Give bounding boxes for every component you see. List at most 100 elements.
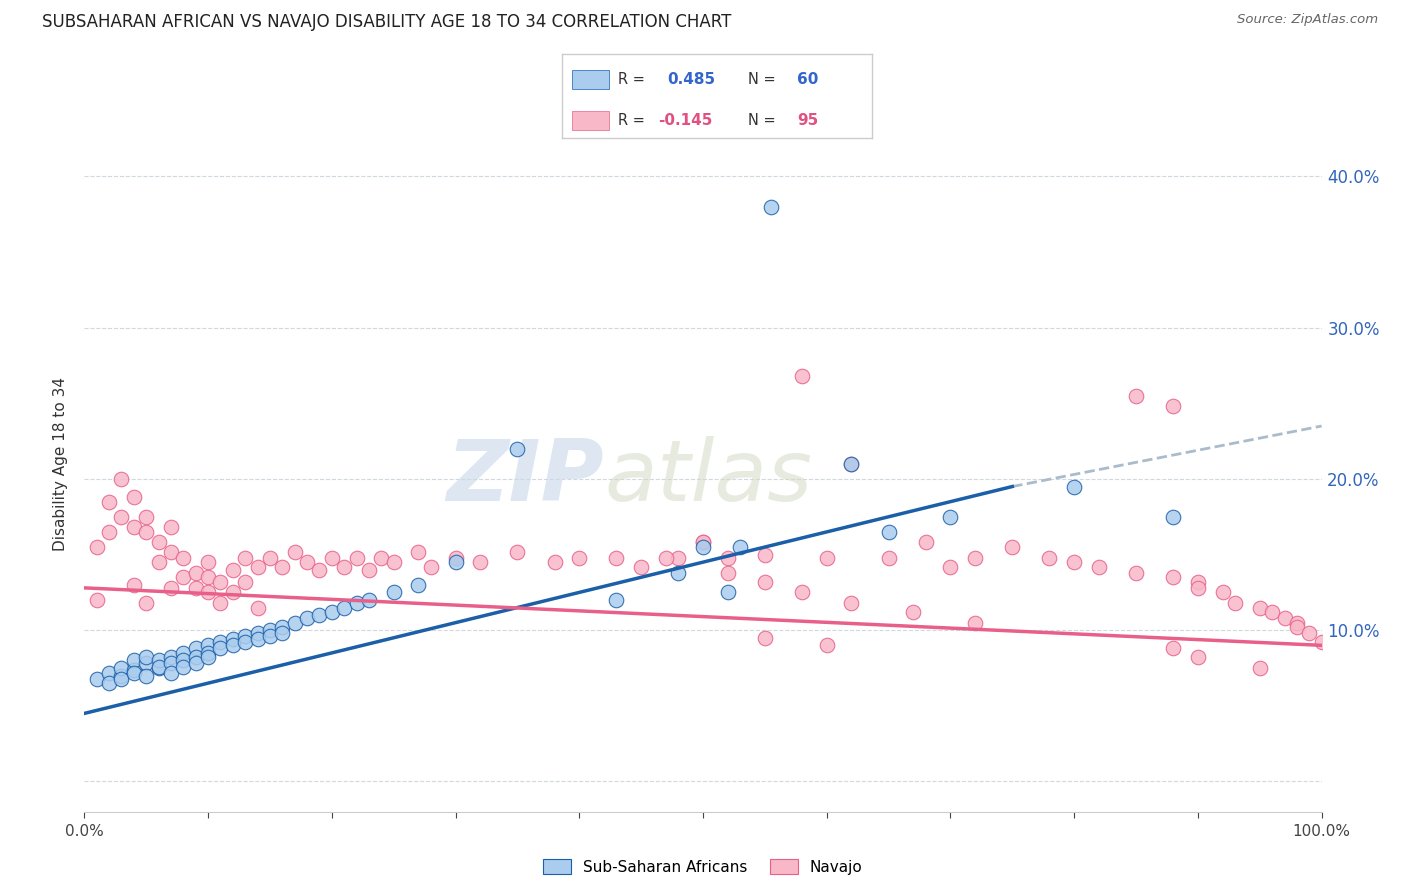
Point bbox=[160, 650, 183, 665]
Point bbox=[506, 442, 529, 456]
Point bbox=[271, 559, 294, 574]
Point bbox=[1187, 650, 1209, 665]
Point bbox=[110, 672, 132, 686]
Y-axis label: Disability Age 18 to 34: Disability Age 18 to 34 bbox=[53, 376, 69, 551]
Point bbox=[692, 535, 714, 549]
Point bbox=[184, 566, 207, 580]
Point bbox=[160, 581, 183, 595]
Text: 60: 60 bbox=[797, 72, 818, 87]
Text: R =: R = bbox=[619, 72, 650, 87]
Point bbox=[122, 665, 145, 680]
Point bbox=[382, 585, 405, 599]
Point bbox=[408, 578, 430, 592]
Point bbox=[135, 657, 157, 671]
Point bbox=[197, 555, 219, 569]
Point bbox=[1310, 635, 1333, 649]
Point bbox=[110, 668, 132, 682]
Point bbox=[148, 535, 170, 549]
Point bbox=[233, 550, 256, 565]
Point bbox=[1212, 585, 1234, 599]
Point bbox=[939, 509, 962, 524]
Point bbox=[1125, 566, 1147, 580]
Point bbox=[1001, 540, 1024, 554]
Point bbox=[717, 585, 740, 599]
Point bbox=[197, 650, 219, 665]
Point bbox=[1063, 555, 1085, 569]
Point bbox=[160, 520, 183, 534]
Text: N =: N = bbox=[748, 113, 780, 128]
Bar bbox=[572, 112, 609, 130]
Point bbox=[568, 550, 591, 565]
Point bbox=[754, 574, 776, 589]
Point bbox=[110, 509, 132, 524]
Text: Source: ZipAtlas.com: Source: ZipAtlas.com bbox=[1237, 13, 1378, 27]
Point bbox=[197, 585, 219, 599]
Point bbox=[728, 540, 751, 554]
Point bbox=[135, 509, 157, 524]
Point bbox=[148, 653, 170, 667]
Point bbox=[284, 615, 307, 630]
Point bbox=[1285, 620, 1308, 634]
Point bbox=[172, 550, 194, 565]
Point bbox=[86, 540, 108, 554]
Text: 0.485: 0.485 bbox=[668, 72, 716, 87]
Point bbox=[172, 570, 194, 584]
Point bbox=[259, 550, 281, 565]
Point bbox=[209, 596, 232, 610]
Point bbox=[148, 659, 170, 673]
Point bbox=[184, 641, 207, 656]
Point bbox=[759, 200, 782, 214]
Point bbox=[233, 574, 256, 589]
Point bbox=[98, 494, 121, 508]
Point bbox=[444, 555, 467, 569]
Point bbox=[197, 638, 219, 652]
Point bbox=[222, 632, 245, 647]
Point bbox=[222, 585, 245, 599]
Point bbox=[877, 550, 900, 565]
Point bbox=[1038, 550, 1060, 565]
Text: 95: 95 bbox=[797, 113, 818, 128]
Point bbox=[470, 555, 492, 569]
Point bbox=[903, 605, 925, 619]
Point bbox=[172, 659, 194, 673]
Point bbox=[197, 646, 219, 660]
Point bbox=[605, 550, 627, 565]
Legend: Sub-Saharan Africans, Navajo: Sub-Saharan Africans, Navajo bbox=[537, 853, 869, 880]
Point bbox=[1063, 479, 1085, 493]
Point bbox=[1285, 615, 1308, 630]
Point bbox=[790, 585, 813, 599]
Point bbox=[321, 605, 343, 619]
Point bbox=[246, 632, 269, 647]
Point bbox=[160, 665, 183, 680]
Point bbox=[122, 663, 145, 677]
Point bbox=[1249, 600, 1271, 615]
Text: ZIP: ZIP bbox=[446, 436, 605, 519]
Point bbox=[1261, 605, 1284, 619]
Point bbox=[1274, 611, 1296, 625]
Point bbox=[135, 524, 157, 539]
Point bbox=[357, 563, 380, 577]
Point bbox=[877, 524, 900, 539]
Point bbox=[321, 550, 343, 565]
Point bbox=[135, 596, 157, 610]
Point bbox=[148, 661, 170, 675]
Point bbox=[184, 657, 207, 671]
Point bbox=[666, 550, 689, 565]
Point bbox=[346, 550, 368, 565]
Point bbox=[914, 535, 936, 549]
Point bbox=[754, 548, 776, 562]
Point bbox=[1161, 400, 1184, 414]
Point bbox=[233, 635, 256, 649]
Point bbox=[209, 574, 232, 589]
Point bbox=[135, 668, 157, 682]
Point bbox=[160, 657, 183, 671]
Point bbox=[222, 563, 245, 577]
Point bbox=[308, 608, 330, 623]
Point bbox=[284, 544, 307, 558]
Point bbox=[122, 520, 145, 534]
Point bbox=[184, 581, 207, 595]
Point bbox=[717, 550, 740, 565]
Point bbox=[605, 593, 627, 607]
Point bbox=[717, 566, 740, 580]
Point bbox=[172, 646, 194, 660]
